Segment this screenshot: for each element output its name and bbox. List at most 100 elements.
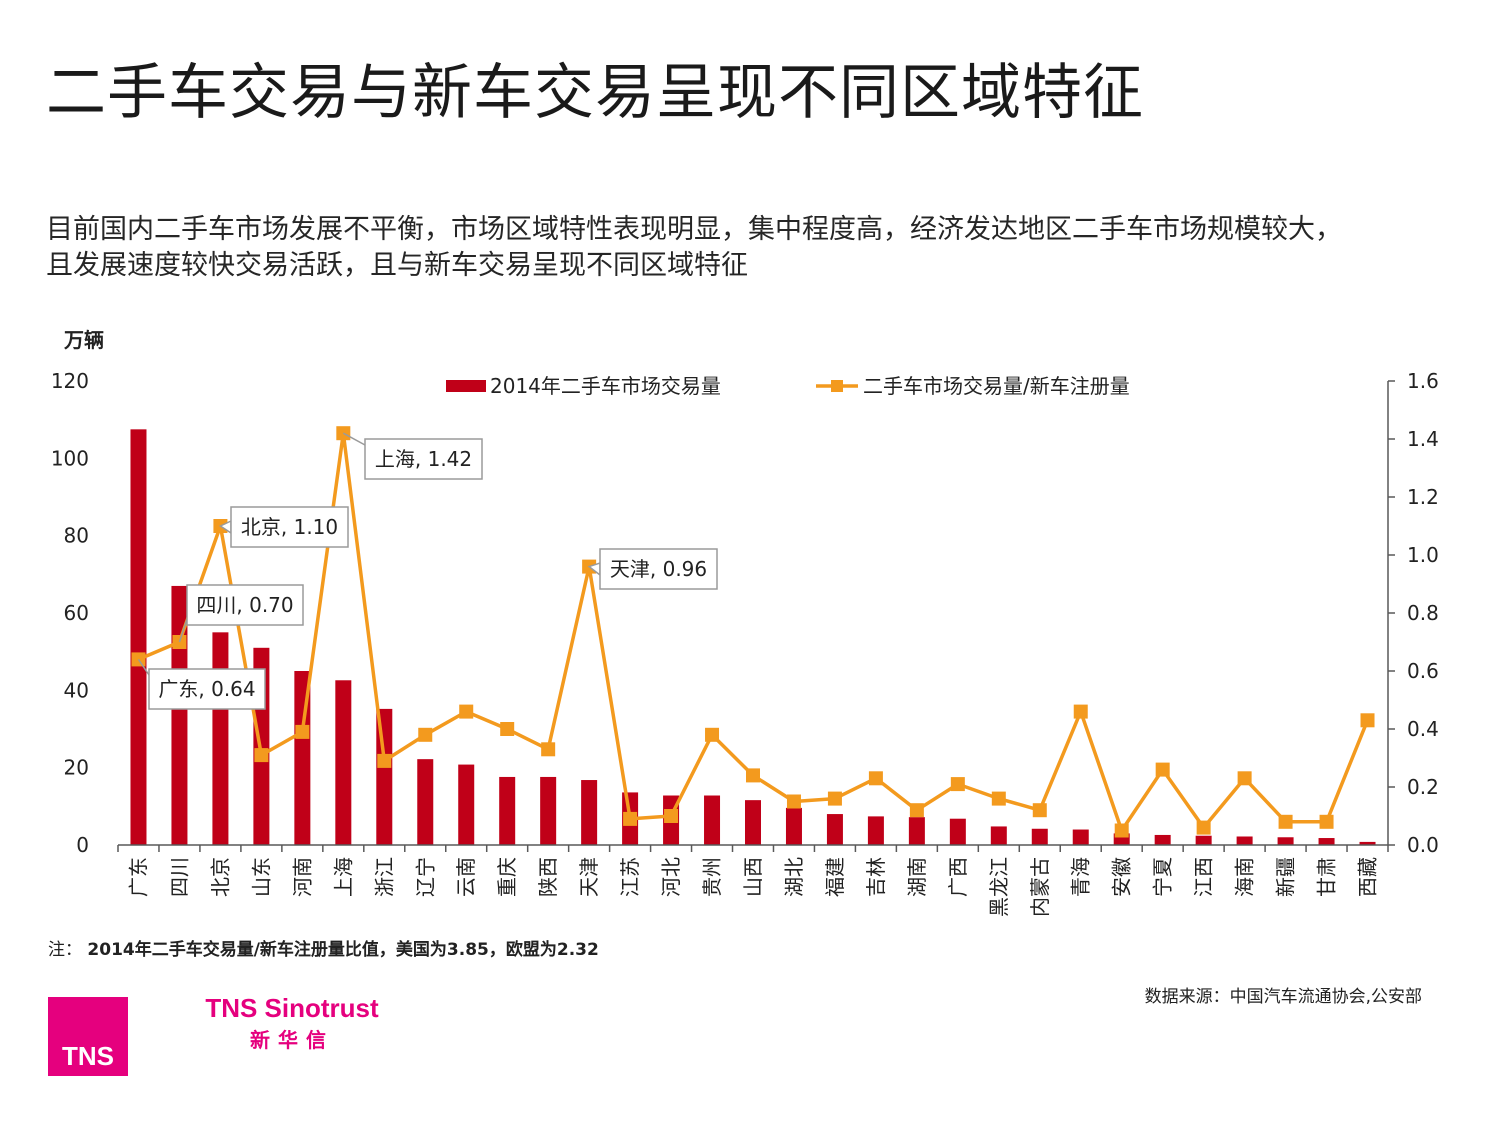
x-tick-label-河北: 河北 [659,857,683,897]
x-tick-label-四川: 四川 [167,857,191,897]
ratio-marker-江西 [1196,820,1211,835]
x-tick-label-安徽: 安徽 [1110,857,1134,897]
callout-box-上海 [364,438,483,480]
bar-吉林 [867,816,884,845]
ratio-marker-重庆 [500,722,515,736]
bar-山西 [745,800,761,845]
ratio-marker-湖北 [786,794,801,809]
bar-四川 [171,585,188,845]
x-tick-label-黑龙江: 黑龙江 [987,857,1011,917]
bar-湖北 [785,807,802,845]
x-tick-label-河南: 河南 [290,857,314,897]
ratio-marker-浙江 [377,753,392,768]
y-left-tick-label: 0 [76,833,89,857]
ratio-marker-山西 [746,768,760,783]
ratio-marker-广西 [950,777,965,792]
y-left-tick-label: 60 [64,601,89,625]
brand-mark: TNS Sinotrust 新华信 [204,992,380,1054]
bar-西藏 [1359,841,1376,845]
y-right-tick-label: 0.8 [1407,601,1439,625]
ratio-marker-黑龙江 [991,791,1006,806]
ratio-marker-贵州 [705,727,720,742]
callout-box-广东 [148,668,266,710]
callout-label-天津: 天津, 0.96 [610,557,707,581]
bar-天津 [581,780,598,845]
ratio-marker-西藏 [1360,713,1375,728]
bar-湖南 [908,817,925,845]
x-tick-label-吉林: 吉林 [864,857,888,897]
ratio-marker-甘肃 [1319,814,1334,829]
ratio-marker-云南 [459,704,474,719]
x-tick-label-贵州: 贵州 [700,857,724,897]
legend-line-label: 二手车市场交易量/新车注册量 [863,374,1130,398]
x-tick-label-山东: 山东 [249,857,273,897]
bar-海南 [1236,836,1253,845]
callout-label-广东: 广东, 0.64 [158,677,255,701]
data-source: 数据来源：中国汽车流通协会,公安部 [1144,987,1422,1007]
x-tick-label-福建: 福建 [823,857,847,897]
ratio-marker-安徽 [1114,823,1129,838]
bar-黑龙江 [990,826,1007,845]
y-left-tick-label: 100 [51,446,89,470]
x-tick-label-云南: 云南 [454,857,478,897]
x-tick-label-宁夏: 宁夏 [1151,857,1175,897]
x-tick-label-江西: 江西 [1192,857,1216,897]
x-tick-label-内蒙古: 内蒙古 [1028,857,1052,917]
bar-内蒙古 [1031,828,1048,845]
bar-贵州 [704,795,721,845]
y-left-tick-label: 20 [64,756,89,780]
x-tick-label-青海: 青海 [1069,857,1093,897]
footnote-prefix: 注： [48,940,82,960]
y-right-tick-label: 1.0 [1407,543,1439,567]
x-tick-label-浙江: 浙江 [372,857,396,897]
subtitle-line-1: 目前国内二手车市场发展不平衡，市场区域特性表现明显，集中程度高，经济发达地区二手… [46,214,1342,245]
x-tick-label-广东: 广东 [126,857,150,897]
callout-label-北京: 北京, 1.10 [241,515,338,539]
x-tick-label-上海: 上海 [331,857,355,897]
brand-name-cn: 新华信 [250,1028,334,1052]
legend-bar-swatch [446,380,486,392]
legend-bar-label: 2014年二手车市场交易量 [490,374,721,398]
x-tick-label-新疆: 新疆 [1274,857,1298,897]
y-left-tick-label: 40 [64,678,89,702]
ratio-marker-新疆 [1278,814,1293,829]
y-right-tick-label: 0.0 [1407,833,1439,857]
x-tick-label-天津: 天津 [577,857,601,897]
y-right-tick-label: 0.2 [1407,775,1439,799]
x-tick-label-陕西: 陕西 [536,857,560,897]
callout-box-四川 [186,584,304,626]
x-tick-label-重庆: 重庆 [495,857,519,897]
bar-青海 [1072,829,1089,845]
ratio-marker-福建 [827,791,842,806]
page-subtitle: 目前国内二手车市场发展不平衡，市场区域特性表现明显，集中程度高，经济发达地区二手… [46,212,1466,284]
page-title: 二手车交易与新车交易呈现不同区域特征 [46,58,1144,128]
y-left-tick-label: 80 [64,524,89,548]
bar-安徽 [1113,833,1130,845]
bar-宁夏 [1154,834,1171,845]
x-tick-label-西藏: 西藏 [1356,857,1380,897]
ratio-marker-内蒙古 [1032,803,1047,818]
y-right-tick-label: 0.6 [1407,659,1439,683]
subtitle-line-2: 且发展速度较快交易活跃，且与新车交易呈现不同区域特征 [46,250,748,281]
ratio-marker-海南 [1237,771,1252,786]
ratio-marker-江苏 [623,811,638,826]
callout-box-北京 [230,506,349,548]
bar-广西 [949,818,966,845]
y-right-tick-label: 1.6 [1407,369,1439,393]
y-right-tick-label: 0.4 [1407,717,1439,741]
brand-name-en: TNS Sinotrust [205,993,379,1023]
tns-logo: TNS [48,997,128,1076]
x-tick-label-山西: 山西 [741,857,765,897]
bar-重庆 [499,776,516,845]
ratio-marker-河北 [664,809,679,823]
bar-上海 [335,680,352,845]
bar-江西 [1195,835,1212,845]
ratio-marker-山东 [254,748,269,763]
y-right-tick-label: 1.4 [1407,427,1439,451]
bar-辽宁 [417,759,434,845]
bar-北京 [212,632,229,845]
callout-box-天津 [599,548,718,590]
bar-云南 [458,764,475,845]
ratio-marker-吉林 [868,771,883,786]
